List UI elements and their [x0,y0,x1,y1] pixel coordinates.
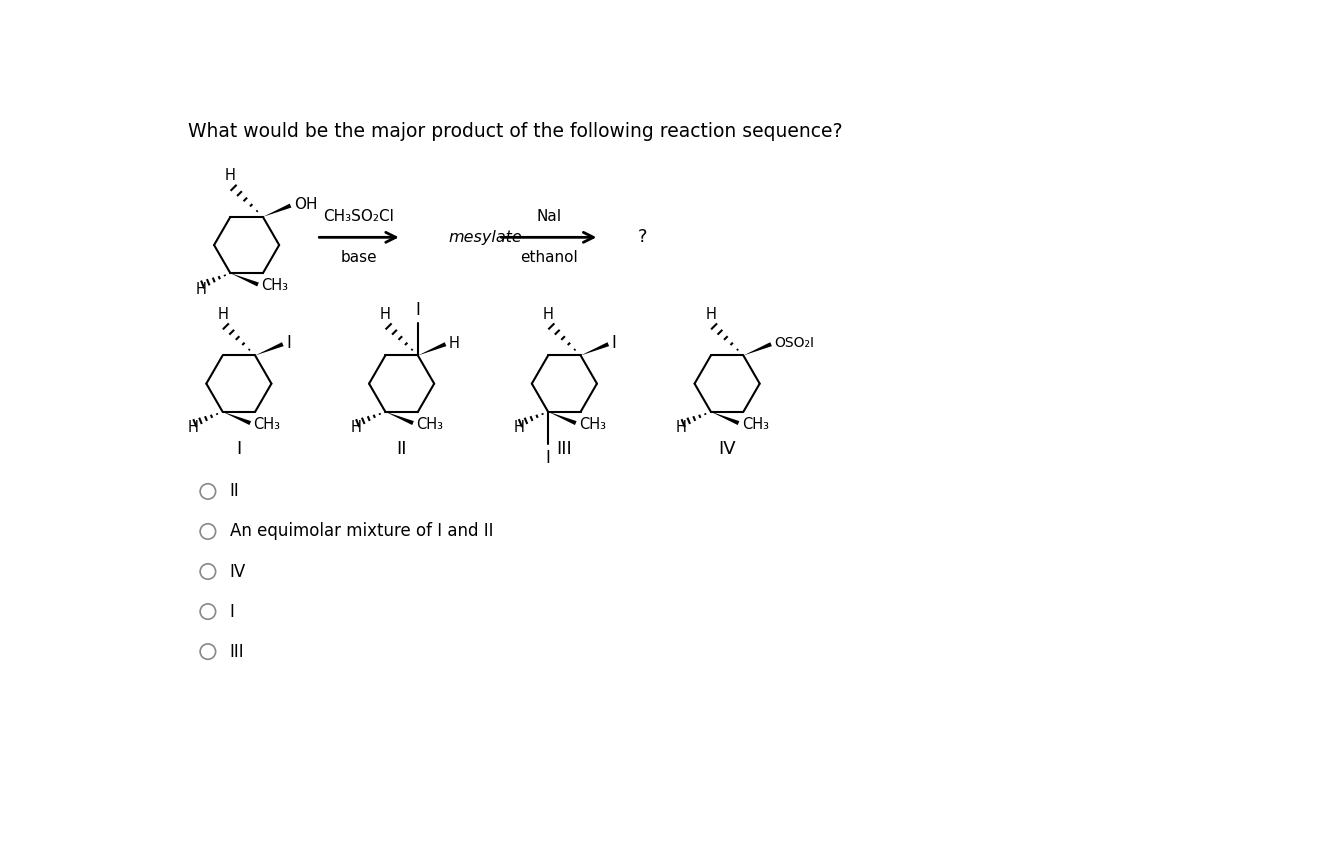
Text: H: H [196,282,206,297]
Polygon shape [549,412,576,425]
Text: III: III [557,440,572,458]
Text: OSO₂I: OSO₂I [775,336,814,350]
Text: OH: OH [293,197,317,212]
Text: CH₃SO₂Cl: CH₃SO₂Cl [324,210,394,224]
Text: I: I [415,301,420,319]
Text: CH₃: CH₃ [416,417,443,432]
Text: I: I [546,449,550,467]
Text: I: I [230,603,234,621]
Text: H: H [217,306,227,322]
Text: H: H [379,306,391,322]
Text: H: H [542,306,554,322]
Text: H: H [350,420,361,435]
Polygon shape [385,412,414,425]
Text: An equimolar mixture of I and II: An equimolar mixture of I and II [230,523,493,541]
Text: H: H [449,336,460,351]
Text: II: II [397,440,407,458]
Text: H: H [225,168,235,183]
Polygon shape [418,342,447,355]
Text: CH₃: CH₃ [579,417,605,432]
Polygon shape [230,273,259,286]
Text: H: H [676,420,687,435]
Text: What would be the major product of the following reaction sequence?: What would be the major product of the f… [189,122,843,141]
Text: CH₃: CH₃ [262,278,288,293]
Polygon shape [222,412,251,425]
Text: CH₃: CH₃ [254,417,280,432]
Text: base: base [341,250,377,265]
Text: ethanol: ethanol [520,250,578,265]
Text: H: H [706,306,717,322]
Text: I: I [612,334,616,352]
Text: NaI: NaI [537,210,562,224]
Text: I: I [237,440,242,458]
Text: ?: ? [639,228,648,247]
Text: mesylate: mesylate [448,230,522,245]
Polygon shape [255,342,284,355]
Text: H: H [513,420,525,435]
Polygon shape [711,412,739,425]
Text: III: III [230,642,245,661]
Text: IV: IV [230,562,246,580]
Text: CH₃: CH₃ [742,417,769,432]
Polygon shape [580,342,609,355]
Polygon shape [743,342,772,355]
Text: I: I [286,334,291,352]
Polygon shape [263,204,291,217]
Text: H: H [188,420,198,435]
Text: II: II [230,482,239,500]
Text: IV: IV [718,440,736,458]
